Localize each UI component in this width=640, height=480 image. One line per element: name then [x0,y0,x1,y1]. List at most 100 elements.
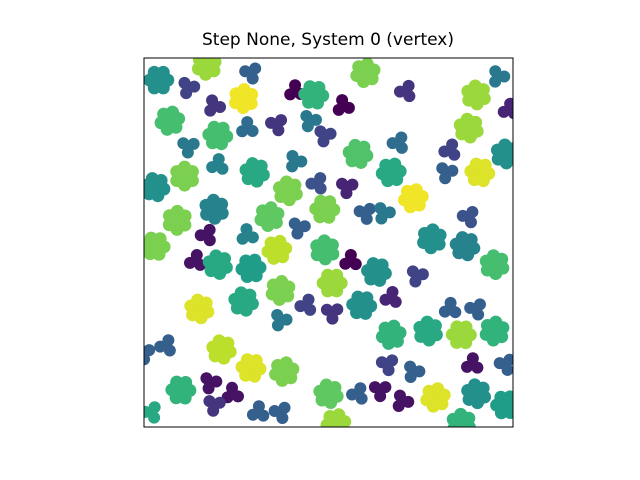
vertex-disc [280,313,293,326]
vertex-disc [477,92,491,106]
particle-99 [144,401,161,424]
vertex-disc [170,375,184,389]
vertex-disc [350,69,364,83]
particle-12 [461,79,491,111]
particle-56 [339,248,362,271]
vertex-disc [203,234,216,247]
vertex-disc [278,401,291,414]
particle-40 [254,201,285,233]
particle-93 [461,378,491,410]
vertex-disc [336,177,349,190]
vertex-disc [320,303,333,316]
particle-26 [286,150,308,173]
vertex-disc [246,72,259,85]
vertex-disc [402,395,415,408]
particle-95 [246,400,270,422]
vertex-disc [214,101,227,114]
vertex-disc [212,153,225,166]
particle-91 [392,389,415,412]
vertex-disc [271,309,284,322]
vertex-disc [206,94,219,107]
particle-0 [144,65,175,95]
vertex-disc [298,220,311,233]
vertex-disc [469,115,483,129]
particle-17 [236,116,259,138]
vertex-disc [386,354,399,367]
particle-50 [261,234,293,265]
axes-frame [143,57,514,428]
chart-title: Step None, System 0 (vertex) [202,30,454,50]
vertex-disc [144,344,156,357]
vertex-disc [163,344,176,357]
vertex-disc [246,408,259,421]
vertex-disc [246,125,259,138]
vertex-disc [144,353,151,366]
particle-3 [178,76,201,100]
particle-66 [379,285,402,308]
vertex-disc [314,125,327,138]
vertex-disc [170,222,184,236]
vertex-disc [323,195,337,209]
vertex-disc [503,353,513,366]
vertex-disc [185,165,199,179]
particle-76 [154,334,176,357]
vertex-disc [326,312,339,325]
vertex-disc [210,375,223,388]
vertex-disc [291,227,304,240]
particle-43 [162,204,192,236]
vertex-disc [265,116,278,129]
particle-22 [177,137,200,159]
vertex-disc [389,295,402,308]
vertex-disc [181,146,194,159]
vertex-disc [342,101,355,114]
vertex-disc [286,160,299,173]
vertex-disc [444,296,457,309]
vertex-disc [426,223,440,237]
particle-81 [404,360,426,383]
vertex-disc [498,70,511,83]
particle-54 [202,249,233,280]
particle-layer [144,58,513,427]
particle-5 [298,80,330,110]
vertex-disc [268,404,281,417]
particle-7 [332,94,355,116]
vertex-disc [172,112,186,126]
vertex-disc [368,381,381,394]
particle-58 [406,265,429,288]
vertex-disc [339,257,352,270]
vertex-disc [402,79,415,92]
particle-34 [305,172,327,195]
vertex-disc [147,65,161,79]
vertex-disc [379,381,392,394]
vertex-disc [404,371,417,383]
vertex-disc [187,137,200,150]
vertex-disc [353,205,366,218]
vertex-disc [464,216,477,229]
vertex-disc [208,58,222,69]
vertex-disc [235,262,249,276]
vertex-disc [156,81,170,95]
vertex-disc [178,76,191,89]
particle-2 [239,62,262,85]
vertex-disc [354,382,367,395]
particle-77 [144,344,156,366]
vertex-disc [154,340,167,353]
vertex-disc [336,423,348,427]
vertex-disc [340,187,353,200]
particle-89 [346,382,368,405]
particle-59 [479,249,510,281]
vertex-disc [213,396,226,409]
particle-55 [235,253,267,283]
particle-33 [273,175,303,207]
vertex-disc [302,293,315,306]
vertex-disc [257,409,270,422]
vertex-disc [326,247,340,261]
vertex-disc [203,395,216,408]
vertex-disc [249,62,262,75]
particle-98 [446,407,476,427]
vertex-disc [464,233,478,247]
vertex-disc [288,217,301,230]
vertex-disc [226,381,239,394]
vertex-disc [183,256,196,269]
vertex-disc [349,258,362,271]
